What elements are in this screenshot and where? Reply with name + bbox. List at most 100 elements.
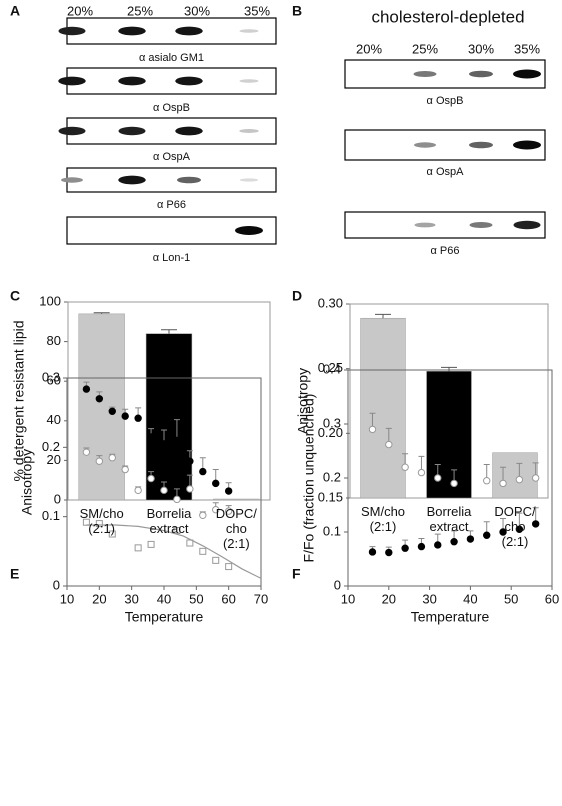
x-tick-label: 30 — [124, 591, 138, 606]
y-tick-label: 80 — [47, 333, 61, 348]
y-tick-label: 0.2 — [42, 439, 60, 454]
panel-label: C — [10, 288, 20, 304]
y-tick-label: 0.2 — [323, 469, 341, 484]
blot-band — [513, 69, 541, 79]
point — [483, 531, 491, 539]
point — [385, 440, 393, 449]
point — [434, 541, 442, 549]
point — [450, 479, 458, 488]
point — [95, 520, 103, 528]
point — [108, 530, 116, 538]
blot-band — [118, 76, 146, 86]
lane-label: 35% — [514, 41, 540, 56]
x-tick-label: 10 — [341, 591, 355, 606]
y-tick-label: 0 — [53, 577, 60, 592]
x-tick-label: 60 — [545, 591, 559, 606]
point — [134, 414, 142, 422]
y-axis-label: F/Fo (fraction unquenched) — [301, 394, 317, 563]
y-tick-label: 0.3 — [42, 369, 60, 384]
lane-label: 35% — [244, 3, 270, 18]
panel-label: D — [292, 288, 302, 304]
point — [134, 486, 142, 495]
point — [173, 436, 181, 445]
blot-band — [235, 226, 263, 235]
blot-band — [175, 126, 203, 136]
point — [147, 433, 155, 441]
blot-band — [513, 220, 541, 230]
x-axis-label: Temperature — [411, 609, 490, 625]
x-tick-label: Borrelia extract — [146, 506, 192, 536]
point — [108, 454, 116, 462]
x-tick-label: 50 — [504, 591, 518, 606]
point — [186, 539, 194, 547]
error-bar — [375, 313, 391, 319]
panel-label: E — [10, 566, 19, 582]
y-tick-label: 40 — [47, 412, 61, 427]
point — [173, 495, 181, 504]
error-bar — [441, 366, 457, 372]
bar — [426, 371, 472, 499]
y-tick-label: 0 — [334, 577, 341, 592]
x-tick-label: 50 — [189, 591, 203, 606]
blot-band — [469, 70, 493, 78]
blot-row-label: α asialo GM1 — [139, 52, 204, 64]
y-tick-label: 0.25 — [318, 360, 343, 375]
y-tick-label: 100 — [39, 293, 61, 308]
error-bar — [93, 312, 110, 314]
point — [466, 535, 475, 543]
point — [95, 395, 104, 403]
blot-band — [61, 177, 83, 183]
point — [515, 525, 524, 533]
point — [499, 528, 507, 536]
blot-band — [58, 76, 86, 86]
y-tick-label: 0.4 — [323, 361, 341, 376]
y-tick-label: 60 — [47, 373, 61, 388]
blot-band — [177, 176, 201, 184]
bar — [360, 317, 406, 499]
x-tick-label: 40 — [463, 591, 477, 606]
point — [515, 475, 524, 484]
x-axis-label: Temperature — [125, 609, 204, 625]
point — [417, 468, 426, 477]
point — [82, 385, 91, 393]
blot-frame — [344, 211, 546, 239]
error-bar — [161, 329, 177, 334]
point — [199, 547, 207, 555]
x-tick-label: SM/cho (2:1) — [360, 504, 406, 534]
y-tick-label: 0.3 — [323, 415, 341, 430]
x-tick-label: DOPC/ cho (2:1) — [215, 506, 257, 551]
fit-line — [86, 524, 262, 579]
blot-band — [175, 26, 203, 36]
lane-label: 20% — [356, 41, 382, 56]
x-tick-label: DOPC/ cho (2:1) — [494, 504, 536, 549]
point — [385, 548, 393, 557]
point — [160, 486, 168, 495]
y-tick-label: 0.1 — [323, 523, 341, 538]
blot-frame — [344, 59, 546, 89]
point — [173, 527, 181, 535]
blot-row-label: α OspB — [427, 95, 464, 107]
blot-band — [239, 29, 259, 33]
blot-frame — [344, 129, 546, 161]
blot-band — [239, 178, 259, 182]
lane-label: 30% — [468, 41, 494, 56]
point — [483, 477, 491, 485]
blot-band — [58, 26, 86, 36]
blot-row-label: α OspB — [153, 102, 190, 114]
point — [499, 479, 507, 488]
blot-band — [414, 142, 436, 148]
blot-band — [469, 222, 493, 228]
blot-band — [239, 79, 259, 83]
blot-band — [118, 175, 146, 185]
point — [224, 487, 233, 495]
point — [434, 474, 442, 482]
point — [134, 544, 142, 552]
x-tick-label: Borrelia extract — [426, 504, 472, 534]
panel-label: B — [292, 3, 302, 19]
point — [531, 474, 540, 482]
point — [224, 507, 233, 515]
blot-band — [118, 26, 146, 36]
x-tick-label: 10 — [60, 591, 74, 606]
bar — [492, 452, 538, 499]
